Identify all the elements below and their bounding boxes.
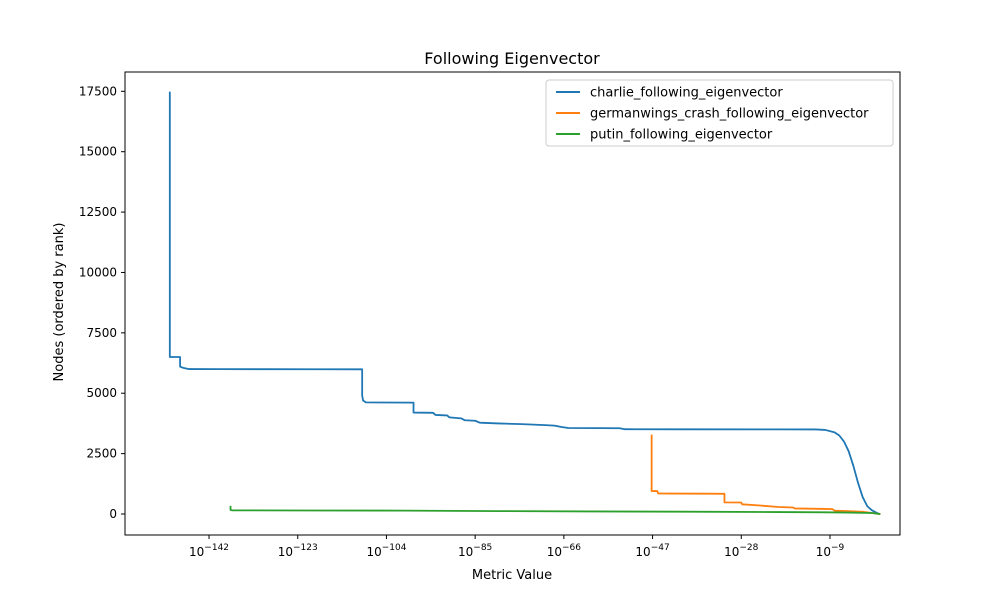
y-axis-label: Nodes (ordered by rank) <box>52 223 67 382</box>
series-line-1 <box>650 434 881 515</box>
legend-label-0: charlie_following_eigenvector <box>590 86 783 101</box>
series-line-2 <box>229 505 881 515</box>
series-line-0 <box>168 91 881 516</box>
y-tick-label: 0 <box>109 507 117 521</box>
legend-label-1: germanwings_crash_following_eigenvector <box>590 107 869 122</box>
x-tick-label: 10−66 <box>547 543 582 559</box>
chart-title: Following Eigenvector <box>424 49 600 68</box>
chart-legend: charlie_following_eigenvector germanwings… <box>545 79 894 147</box>
x-tick-label: 10−9 <box>816 543 845 559</box>
legend-box <box>545 79 894 147</box>
x-tick-label: 10−47 <box>635 543 669 559</box>
y-tick-label: 10000 <box>79 265 117 279</box>
y-tick-label: 5000 <box>86 386 117 400</box>
x-tick-label: 10−28 <box>724 543 759 559</box>
y-tick-label: 12500 <box>79 205 117 219</box>
x-tick-label: 10−85 <box>458 543 492 559</box>
y-tick-label: 7500 <box>86 326 117 340</box>
y-tick-label: 17500 <box>79 84 117 98</box>
legend-label-2: putin_following_eigenvector <box>590 128 773 143</box>
y-tick-label: 2500 <box>86 447 117 461</box>
x-tick-label: 10−123 <box>278 543 318 559</box>
x-tick-label: 10−142 <box>189 543 229 559</box>
y-tick-label: 15000 <box>79 145 117 159</box>
axes-frame <box>124 71 901 536</box>
plot-area: 10−142 10−123 10−104 10−85 10−66 10−47 10−28 10… <box>79 71 901 559</box>
x-axis-label: Metric Value <box>472 568 552 583</box>
x-tick-label: 10−104 <box>366 543 406 559</box>
